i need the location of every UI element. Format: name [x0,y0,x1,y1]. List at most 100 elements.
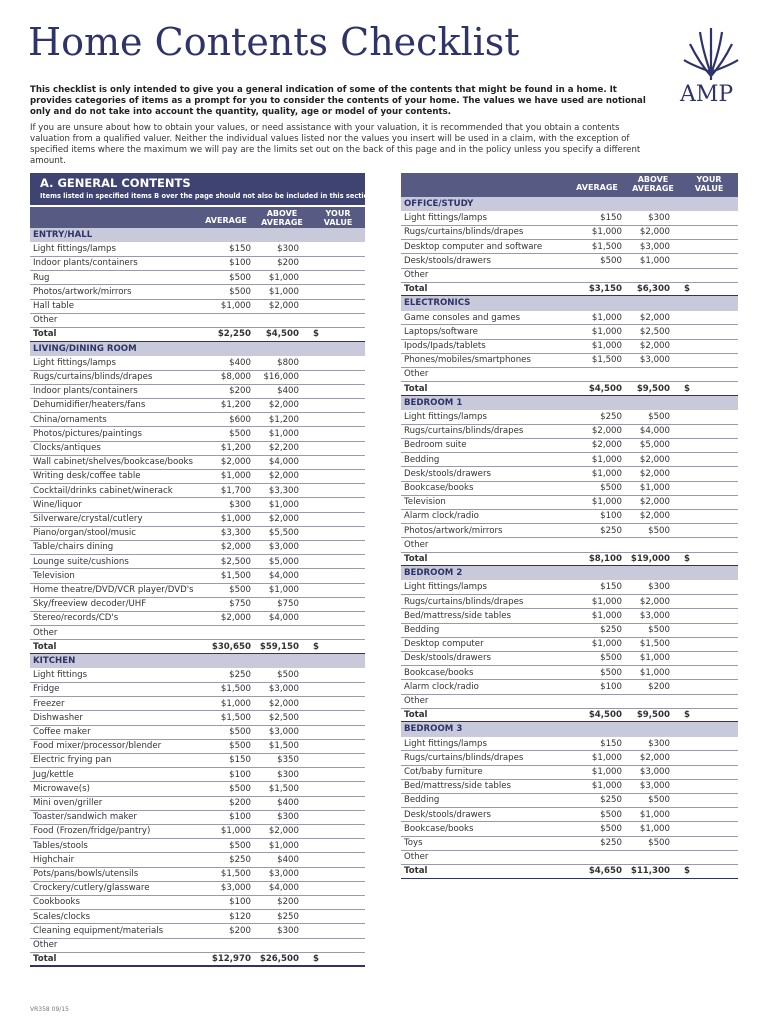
row-rule [30,298,365,300]
row-label: Table/chairs dining [33,542,114,553]
row-label: Total [404,383,428,394]
average-value: $3,150 [588,284,622,295]
above-average-value: $1,200 [268,414,299,425]
column-header: ABOVE AVERAGE [632,175,674,193]
total-rule [401,565,738,567]
average-value: $500 [229,272,251,283]
above-average-value: $3,000 [268,727,299,737]
row-label: Light fittings/lamps [404,738,487,749]
average-value: $250 [600,412,622,422]
average-value: $2,000 [220,613,251,624]
above-average-value: $4,000 [268,883,299,894]
above-average-value: $4,000 [268,613,299,624]
average-value: $500 [229,286,251,297]
row-rule [401,466,738,467]
row-rule [30,539,365,541]
average-value: $1,000 [591,497,622,508]
above-average-value: $200 [277,258,299,269]
row-rule [401,679,738,680]
above-average-value: $500 [277,670,299,681]
row-label: Rug [33,272,50,283]
above-average-value: $2,000 [268,301,299,311]
row-rule [30,696,365,697]
above-average-value: $1,000 [268,428,299,439]
row-label: Light fittings/lamps [404,582,487,593]
row-rule [401,253,738,254]
above-average-value: $2,500 [268,712,299,723]
average-value: $100 [229,897,251,908]
row-rule [30,681,365,683]
above-average-value: $3,000 [268,684,299,695]
above-average-value: $300 [277,925,299,936]
average-value: $100 [229,812,251,823]
column-header: ABOVE AVERAGE [261,209,303,227]
average-value: $1,500 [220,570,251,581]
average-value: $1,000 [591,767,622,777]
above-average-value: $400 [277,854,299,865]
row-label: Rugs/curtains/blinds/drapes [404,752,524,763]
above-average-value: $2,000 [639,227,670,238]
total-rule [30,340,365,342]
above-average-value: $2,000 [639,468,670,479]
title: Home Contents Checklist [28,20,520,64]
row-label: Television [404,497,446,508]
above-average-value: $500 [648,525,670,536]
above-average-value: $4,000 [639,426,670,437]
row-rule [401,423,738,425]
your-value: $ [684,284,690,295]
average-value: $500 [600,823,622,834]
row-label: Bedding [404,454,440,465]
row-label: Bookcase/books [404,667,474,678]
row-label: Total [404,284,428,295]
row-label: Light fittings/lamps [404,412,487,422]
row-rule [401,452,738,453]
row-rule [30,525,365,527]
row-rule [401,835,738,837]
row-rule [401,494,738,496]
row-rule [30,781,365,782]
row-label: Bedroom suite [404,440,467,451]
row-rule [401,224,738,226]
row-rule [401,792,738,794]
above-average-value: $1,500 [268,783,299,794]
row-label: Hall table [33,301,75,311]
above-average-value: $250 [277,911,299,922]
row-rule [30,923,365,924]
average-value: $500 [229,840,251,851]
row-rule [401,764,738,766]
row-label: Rugs/curtains/blinds/drapes [404,596,524,607]
row-rule [401,338,738,340]
row-label: Desk/stools/drawers [404,809,491,820]
average-value: $500 [600,809,622,820]
average-value: $250 [600,625,622,635]
row-rule [30,468,365,470]
row-label: Other [404,369,429,380]
row-label: Light fittings/lamps [404,213,487,224]
row-label: Total [404,710,428,721]
row-label: Fridge [33,684,60,695]
above-average-value: $2,000 [639,454,670,465]
average-value: $1,000 [591,752,622,763]
above-average-value: $3,300 [268,485,299,496]
group-band [401,566,738,581]
row-rule [30,582,365,584]
row-rule [401,622,738,624]
row-label: Photos/artwork/mirrors [404,525,503,536]
your-value: $ [313,641,319,652]
above-average-value: $400 [277,386,299,397]
above-average-value: $2,500 [639,326,670,337]
row-label: Electric frying pan [33,755,112,766]
average-value: $8,100 [588,554,622,564]
row-rule [401,750,738,751]
average-value: $250 [600,838,622,848]
row-label: Wine/liquor [33,499,82,510]
above-average-value: $16,000 [263,372,299,382]
row-rule [401,807,738,808]
row-label: Jug/kettle [33,769,74,780]
average-value: $250 [229,854,251,865]
row-label: Food mixer/processor/blender [33,741,162,752]
row-rule [30,568,365,569]
average-value: $1,000 [591,341,622,351]
row-label: Other [404,270,429,280]
